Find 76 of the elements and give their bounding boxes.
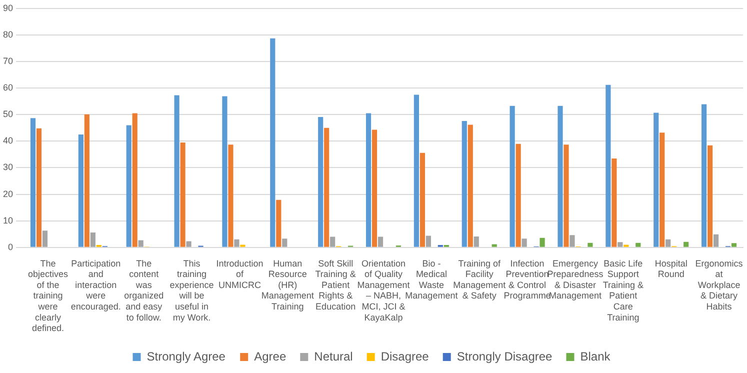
- bar: [36, 128, 42, 247]
- bar: [78, 134, 84, 247]
- bar: [468, 124, 473, 247]
- bar: [564, 144, 569, 247]
- bar: [414, 94, 420, 247]
- bar: [660, 132, 665, 247]
- bar: [90, 232, 96, 247]
- bar: [462, 120, 467, 247]
- bar: [132, 113, 138, 247]
- bar: [702, 104, 707, 247]
- bar: [372, 130, 378, 247]
- bar: [222, 96, 228, 247]
- bar: [612, 158, 617, 247]
- x-tick-label: This training experience will be useful in my Work.: [170, 258, 214, 322]
- bar: [420, 152, 425, 247]
- y-tick-label: 0: [8, 242, 14, 252]
- legend-label: Strongly Agree: [146, 349, 226, 364]
- x-tick-label: Ergonomics at Workplace & Dietary Habits: [695, 258, 744, 312]
- bar: [426, 236, 431, 247]
- bar: [174, 95, 180, 247]
- legend-label: Disagree: [380, 349, 430, 364]
- bar: [234, 239, 240, 247]
- bar: [731, 243, 737, 247]
- y-tick-label: 40: [2, 136, 14, 146]
- bar: [510, 106, 515, 247]
- bar: [366, 113, 372, 247]
- x-tick-label: The objectives of the training were clearly defined.: [28, 258, 68, 334]
- x-tick-label: Hospital Round: [654, 258, 688, 280]
- y-tick-label: 80: [2, 29, 14, 40]
- bar: [276, 200, 282, 247]
- y-tick-label: 60: [2, 82, 14, 93]
- legend-label: Netural: [314, 349, 353, 364]
- bar: [558, 106, 563, 247]
- x-tick-label: The content was organized and easy to follow.: [124, 258, 164, 322]
- bar: [636, 242, 641, 247]
- bar: [42, 230, 48, 247]
- bar: [30, 118, 36, 247]
- legend-label: Blank: [580, 349, 612, 364]
- x-tick-label: Basic Life Support Training & Patient Care Training: [602, 258, 644, 322]
- bar: [228, 144, 234, 247]
- x-tick-label: Introduction of UNMICRC: [216, 258, 264, 290]
- bar: [126, 125, 132, 247]
- bar: [270, 38, 276, 247]
- bar: [84, 114, 90, 247]
- bar: [186, 241, 192, 247]
- bar: [138, 240, 144, 247]
- bar: [713, 234, 719, 247]
- bar: [618, 242, 623, 247]
- bar: [606, 84, 611, 247]
- bar: [492, 244, 497, 247]
- bar: [654, 112, 659, 247]
- bar: [324, 128, 330, 247]
- y-tick-label: 30: [2, 162, 14, 172]
- bar: [318, 117, 324, 247]
- y-tick-label: 20: [2, 188, 14, 199]
- bar: [474, 236, 479, 247]
- bar: [666, 239, 671, 247]
- x-tick-label: Participation and interaction were encouraged.: [70, 258, 121, 312]
- y-tick-label: 10: [2, 215, 14, 226]
- y-tick-label: 50: [2, 109, 14, 120]
- bar: [516, 144, 521, 247]
- bar: [378, 236, 384, 247]
- y-tick-label: 70: [2, 56, 14, 66]
- bar: [522, 238, 527, 247]
- y-tick-label: 90: [2, 2, 14, 13]
- bar: [588, 242, 593, 247]
- bar: [540, 238, 545, 247]
- bar: [570, 235, 575, 247]
- bar: [684, 242, 689, 247]
- bar: [708, 145, 713, 247]
- x-tick-label: Soft Skill Training & Patient Rights & Education: [315, 258, 356, 312]
- bar: [180, 142, 186, 247]
- bar: [330, 236, 336, 247]
- bar: [282, 238, 288, 247]
- legend-label: Agree: [254, 349, 286, 364]
- legend-label: Strongly Disagree: [456, 349, 553, 364]
